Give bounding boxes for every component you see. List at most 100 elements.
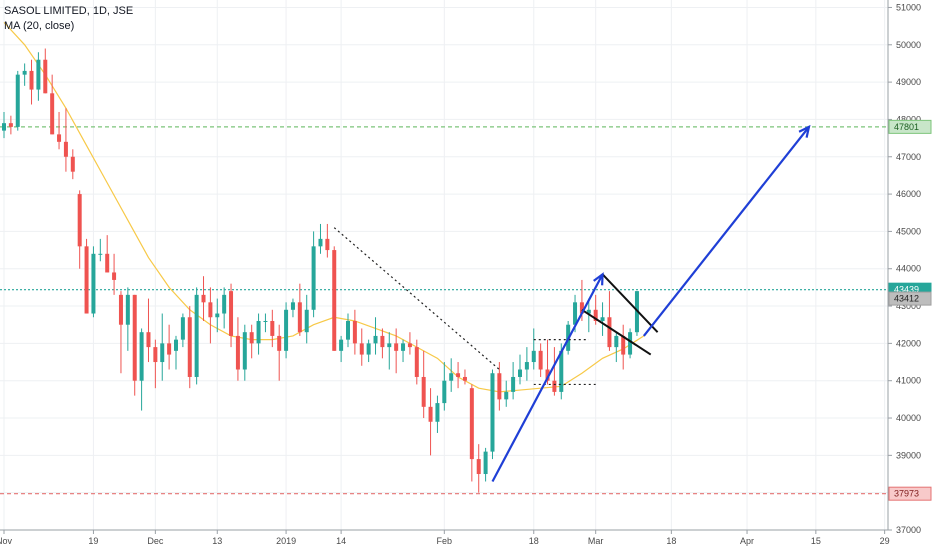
candle-body — [531, 350, 536, 363]
time-tick-label: 2019 — [276, 536, 296, 546]
candle-body — [366, 343, 371, 355]
time-tick-label: 14 — [336, 536, 346, 546]
candle-body — [57, 134, 62, 142]
candle-body — [153, 347, 158, 363]
candle-body — [311, 246, 316, 310]
candle-body — [538, 350, 543, 370]
candle-body — [600, 317, 605, 321]
time-tick-label: 18 — [666, 536, 676, 546]
candle-body — [256, 320, 261, 344]
candle-body — [167, 343, 172, 355]
candle-body — [132, 294, 137, 381]
candle-body — [545, 369, 550, 381]
projection-arrow-head — [798, 124, 811, 138]
price-tick-label: 42000 — [896, 338, 921, 348]
candle-body — [297, 302, 302, 333]
candle-body — [462, 376, 467, 381]
candle-body — [469, 388, 474, 460]
candle-body — [249, 332, 254, 344]
ma-price-tag-bg — [888, 291, 932, 306]
candle-body — [180, 317, 185, 340]
candle-body — [84, 246, 89, 314]
candle-body — [91, 253, 96, 314]
candle-body — [174, 339, 178, 351]
candle-body — [339, 339, 344, 351]
candle-body — [229, 291, 234, 336]
candle-body — [586, 309, 591, 314]
candle-body — [421, 376, 426, 407]
candle-body — [63, 141, 68, 157]
candle-body — [304, 309, 309, 333]
candle-body — [607, 317, 612, 348]
candle-body — [222, 294, 227, 314]
candle-body — [242, 332, 247, 370]
candle-body — [194, 294, 199, 377]
candle-body — [139, 332, 144, 381]
price-tick-label: 45000 — [896, 226, 921, 236]
price-tick-label: 47000 — [896, 152, 921, 162]
candle-body — [359, 343, 364, 355]
time-tick-label: 29 — [880, 536, 890, 546]
candle-body — [442, 380, 447, 404]
candle-body — [449, 373, 454, 381]
candle-body — [346, 320, 350, 340]
projection-arrow — [642, 126, 810, 337]
candle-body — [160, 343, 165, 363]
candle-body — [77, 194, 82, 247]
time-tick-label: Nov — [0, 536, 12, 546]
chart-legend: SASOL LIMITED, 1D, JSE MA (20, close) — [4, 4, 133, 34]
impulse-arrow — [491, 273, 604, 482]
price-tick-label: 37000 — [896, 525, 921, 535]
candle-body — [235, 335, 240, 370]
time-tick-label: 18 — [529, 536, 539, 546]
price-tick-label: 51000 — [896, 2, 921, 12]
candle-body — [428, 406, 433, 422]
candle-body — [552, 380, 557, 392]
candle-body — [332, 250, 337, 351]
candle-body — [456, 373, 461, 377]
price-tick-label: 46000 — [896, 189, 921, 199]
time-tick-label: 15 — [811, 536, 821, 546]
candle-body — [208, 302, 213, 318]
candle-body — [43, 59, 48, 94]
impulse-arrow-head — [593, 272, 604, 286]
candle-body — [270, 320, 275, 336]
candle-body — [511, 376, 516, 392]
price-tick-label: 40000 — [896, 413, 921, 423]
candle-body — [215, 313, 220, 318]
candle-body — [394, 343, 399, 351]
time-tick-label: Dec — [147, 536, 164, 546]
candle-body — [380, 335, 385, 348]
candle-body — [573, 302, 578, 325]
candle-body — [15, 74, 20, 127]
candle-body — [2, 123, 6, 131]
candle-body — [504, 391, 509, 400]
time-tick-label: Mar — [588, 536, 604, 546]
candle-body — [36, 59, 41, 90]
candle-body — [105, 253, 110, 273]
candle-body — [201, 294, 206, 303]
candle-body — [407, 343, 412, 348]
candle-body — [318, 238, 323, 247]
candle-body — [284, 309, 289, 351]
candle-body — [414, 347, 419, 377]
price-tick-label: 41000 — [896, 376, 921, 386]
candle-body — [490, 373, 495, 452]
price-tick-label: 50000 — [896, 40, 921, 50]
candle-body — [290, 302, 295, 310]
candle-body — [98, 253, 103, 255]
candle-body — [22, 70, 27, 75]
candle-body — [50, 93, 55, 135]
last-price-tag: 43439 — [894, 285, 919, 295]
indicator-label: MA (20, close) — [4, 20, 75, 32]
candle-body — [325, 238, 330, 251]
time-tick-label: Apr — [740, 536, 754, 546]
candle-body — [8, 123, 13, 127]
price-tick-label: 48000 — [896, 114, 921, 124]
candle-body — [146, 332, 151, 348]
price-tick-label: 39000 — [896, 450, 921, 460]
candle-body — [373, 335, 378, 344]
price-tick-label: 44000 — [896, 264, 921, 274]
